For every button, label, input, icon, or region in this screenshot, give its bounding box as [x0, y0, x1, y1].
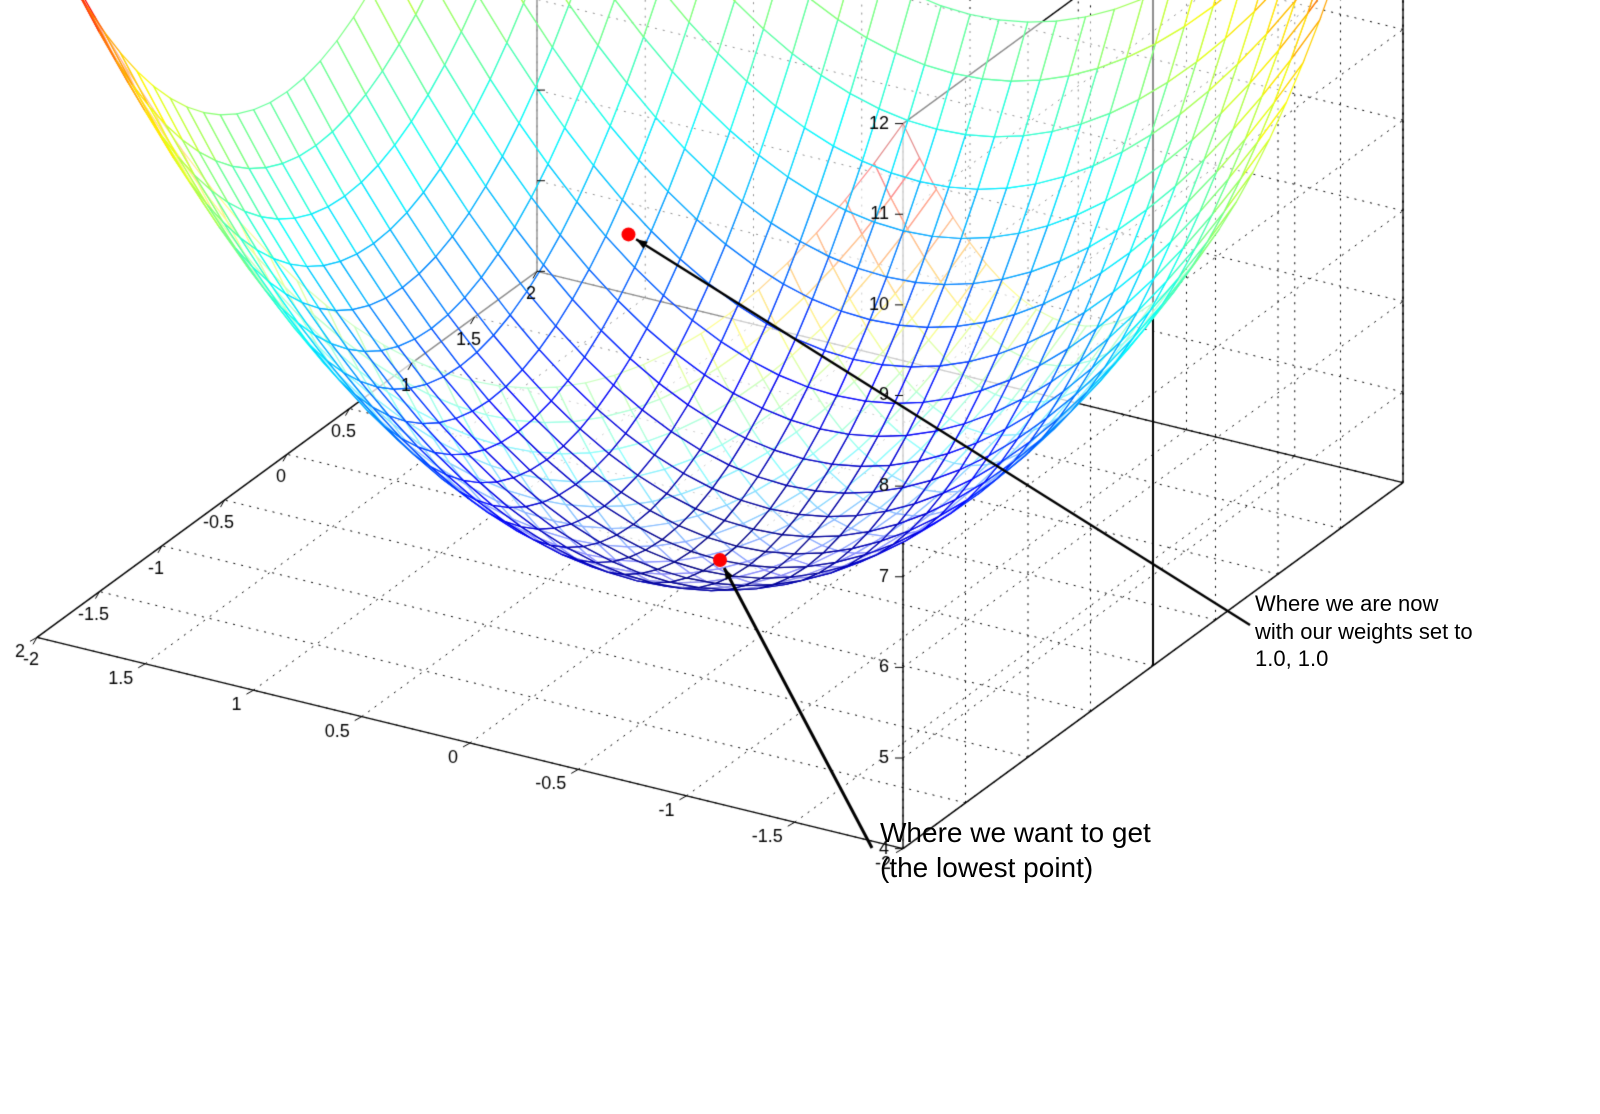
surface-plot-3d — [0, 0, 1600, 1114]
annotation-target-minimum: Where we want to get (the lowest point) — [880, 815, 1151, 885]
annotation-current-weights: Where we are now with our weights set to… — [1255, 590, 1473, 673]
